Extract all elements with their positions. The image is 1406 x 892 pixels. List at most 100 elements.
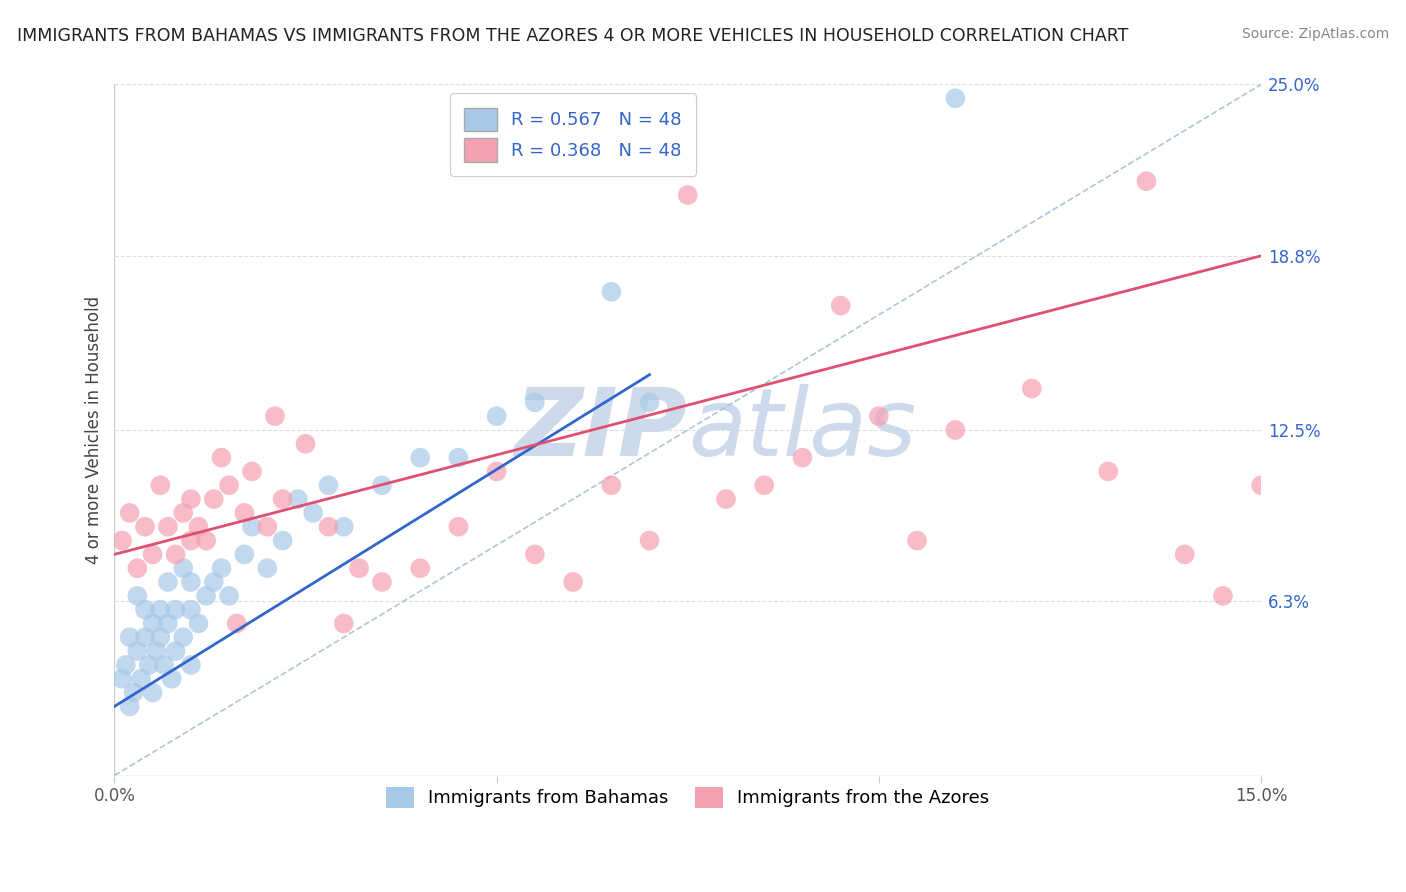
Point: [318, 478, 340, 492]
Point: [115, 657, 138, 672]
Point: [868, 409, 890, 424]
Point: [111, 672, 134, 686]
Point: [485, 409, 508, 424]
Point: [134, 630, 156, 644]
Point: [792, 450, 814, 465]
Text: ZIP: ZIP: [515, 384, 688, 476]
Point: [165, 547, 187, 561]
Point: [118, 506, 141, 520]
Point: [165, 644, 187, 658]
Point: [754, 478, 776, 492]
Point: [371, 574, 394, 589]
Point: [127, 589, 149, 603]
Point: [1021, 382, 1043, 396]
Point: [294, 437, 316, 451]
Point: [676, 188, 699, 202]
Point: [218, 478, 240, 492]
Legend: Immigrants from Bahamas, Immigrants from the Azores: Immigrants from Bahamas, Immigrants from…: [380, 780, 997, 815]
Point: [153, 657, 176, 672]
Point: [127, 644, 149, 658]
Point: [638, 395, 661, 409]
Point: [187, 616, 209, 631]
Point: [371, 478, 394, 492]
Point: [714, 492, 737, 507]
Point: [347, 561, 370, 575]
Point: [447, 519, 470, 533]
Point: [447, 450, 470, 465]
Point: [1174, 547, 1197, 561]
Point: [134, 602, 156, 616]
Point: [180, 657, 202, 672]
Point: [1135, 174, 1157, 188]
Point: [409, 450, 432, 465]
Point: [318, 519, 340, 533]
Point: [180, 492, 202, 507]
Point: [209, 561, 232, 575]
Point: [240, 465, 263, 479]
Point: [332, 519, 354, 533]
Point: [145, 644, 167, 658]
Point: [149, 602, 172, 616]
Point: [202, 574, 225, 589]
Point: [600, 478, 623, 492]
Point: [138, 657, 160, 672]
Point: [562, 574, 585, 589]
Point: [134, 519, 156, 533]
Point: [156, 519, 179, 533]
Point: [943, 91, 966, 105]
Point: [142, 616, 165, 631]
Point: [638, 533, 661, 548]
Point: [233, 547, 256, 561]
Text: IMMIGRANTS FROM BAHAMAS VS IMMIGRANTS FROM THE AZORES 4 OR MORE VEHICLES IN HOUS: IMMIGRANTS FROM BAHAMAS VS IMMIGRANTS FR…: [17, 27, 1128, 45]
Point: [523, 547, 546, 561]
Text: atlas: atlas: [688, 384, 917, 475]
Point: [156, 574, 179, 589]
Point: [118, 630, 141, 644]
Y-axis label: 4 or more Vehicles in Household: 4 or more Vehicles in Household: [86, 296, 103, 564]
Point: [127, 561, 149, 575]
Point: [172, 630, 194, 644]
Point: [830, 299, 852, 313]
Point: [195, 589, 218, 603]
Point: [523, 395, 546, 409]
Point: [271, 492, 294, 507]
Point: [111, 533, 134, 548]
Point: [600, 285, 623, 299]
Point: [240, 519, 263, 533]
Point: [233, 506, 256, 520]
Point: [905, 533, 928, 548]
Point: [485, 465, 508, 479]
Point: [1250, 478, 1272, 492]
Point: [225, 616, 247, 631]
Point: [202, 492, 225, 507]
Point: [172, 561, 194, 575]
Point: [187, 519, 209, 533]
Point: [149, 630, 172, 644]
Point: [142, 685, 165, 699]
Point: [160, 672, 183, 686]
Point: [302, 506, 325, 520]
Point: [218, 589, 240, 603]
Point: [195, 533, 218, 548]
Point: [180, 602, 202, 616]
Point: [129, 672, 152, 686]
Point: [142, 547, 165, 561]
Point: [156, 616, 179, 631]
Point: [943, 423, 966, 437]
Point: [172, 506, 194, 520]
Point: [264, 409, 287, 424]
Point: [209, 450, 232, 465]
Point: [118, 699, 141, 714]
Point: [165, 602, 187, 616]
Point: [149, 478, 172, 492]
Point: [1212, 589, 1234, 603]
Point: [332, 616, 354, 631]
Point: [180, 533, 202, 548]
Point: [180, 574, 202, 589]
Point: [1097, 465, 1119, 479]
Point: [287, 492, 309, 507]
Point: [256, 561, 278, 575]
Point: [122, 685, 145, 699]
Point: [409, 561, 432, 575]
Point: [256, 519, 278, 533]
